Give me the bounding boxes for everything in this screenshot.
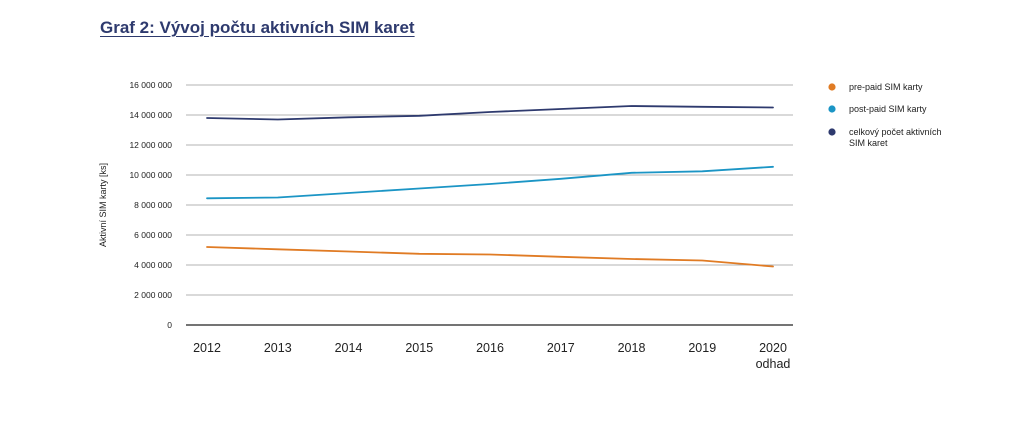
y-tick-label: 8 000 000 [134,200,172,210]
x-tick-label: 2012 [193,341,221,355]
y-tick-label: 4 000 000 [134,260,172,270]
legend-marker [828,105,836,113]
x-tick-label: 2019 [688,341,716,355]
chart-title: Graf 2: Vývoj počtu aktivních SIM karet [100,18,415,37]
x-tick-label: 2016 [476,341,504,355]
x-axis-ticks: 2012 2013 2014 2015 2016 2017 2018 2019 2020 odha… [193,341,790,371]
x-tick-label: 2020 [759,341,787,355]
x-tick-label: 2015 [405,341,433,355]
x-tick-label: 2017 [547,341,575,355]
series-line-2 [206,165,774,200]
legend-marker [828,128,836,136]
legend-label: celkový počet aktivních [849,127,942,137]
y-tick-label: 12 000 000 [129,140,172,150]
y-tick-label: 14 000 000 [129,110,172,120]
x-tick-sublabel: odhad [756,357,791,371]
legend: pre-paid SIM karty post-paid SIM karty cel… [828,82,942,148]
x-tick-label: 2013 [264,341,292,355]
y-tick-label: 6 000 000 [134,230,172,240]
y-tick-label: 0 [167,320,172,330]
legend-marker [828,83,836,91]
series-line-3 [206,105,774,121]
gridlines [186,84,793,326]
legend-label: pre-paid SIM karty [849,82,923,92]
y-axis-label: Aktivní SIM karty [ks] [98,163,108,247]
legend-label: post-paid SIM karty [849,104,927,114]
y-tick-label: 10 000 000 [129,170,172,180]
series-line-1 [206,246,774,268]
x-tick-label: 2014 [335,341,363,355]
legend-label: SIM karet [849,138,888,148]
x-tick-label: 2018 [618,341,646,355]
series-lines [206,105,774,268]
y-tick-label: 2 000 000 [134,290,172,300]
y-axis-ticks: 0 2 000 000 4 000 000 6 000 000 8 000 000 10 … [129,80,172,330]
y-tick-label: 16 000 000 [129,80,172,90]
